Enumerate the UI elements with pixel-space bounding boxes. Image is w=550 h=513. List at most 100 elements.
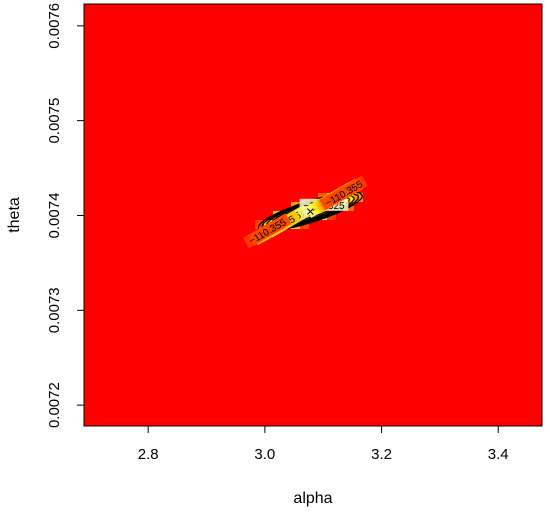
heatmap-cell (138, 409, 148, 419)
heatmap-cell (363, 274, 373, 284)
heatmap-cell (291, 301, 301, 311)
heatmap-cell (255, 247, 265, 257)
heatmap-cell (480, 139, 490, 149)
heatmap-cell (300, 175, 310, 185)
heatmap-cell (138, 328, 148, 338)
heatmap-cell (291, 22, 301, 32)
heatmap-cell (336, 256, 346, 266)
heatmap-cell (102, 418, 112, 426)
heatmap-cell (120, 130, 130, 140)
heatmap-cell (471, 103, 481, 113)
heatmap-cell (273, 256, 283, 266)
heatmap-cell (444, 265, 454, 275)
heatmap-cell (507, 256, 517, 266)
heatmap-cell (426, 22, 436, 32)
heatmap-cell (507, 355, 517, 365)
heatmap-cell (507, 274, 517, 284)
heatmap-cell (507, 391, 517, 401)
heatmap-cell (318, 139, 328, 149)
heatmap-cell (210, 40, 220, 50)
heatmap-cell (93, 391, 103, 401)
heatmap-cell (228, 139, 238, 149)
heatmap-cell (147, 265, 157, 275)
heatmap-cell (147, 364, 157, 374)
heatmap-cell (435, 409, 445, 419)
heatmap-cell (345, 157, 355, 167)
heatmap-cell (282, 301, 292, 311)
heatmap-cell (201, 4, 211, 14)
heatmap-cell (426, 283, 436, 293)
heatmap-cell (435, 364, 445, 374)
heatmap-cell (111, 292, 121, 302)
heatmap-cell (471, 76, 481, 86)
heatmap-cell (282, 31, 292, 41)
heatmap-cell (399, 166, 409, 176)
heatmap-cell (399, 418, 409, 426)
heatmap-cell (471, 157, 481, 167)
heatmap-cell (201, 310, 211, 320)
heatmap-cell (120, 202, 130, 212)
heatmap-cell (138, 337, 148, 347)
heatmap-cell (228, 274, 238, 284)
heatmap-cell (426, 40, 436, 50)
heatmap-cell (363, 184, 373, 194)
heatmap-cell (183, 4, 193, 14)
heatmap-cell (390, 4, 400, 14)
heatmap-cell (102, 373, 112, 383)
heatmap-cell (84, 337, 94, 347)
heatmap-cell (84, 409, 94, 419)
heatmap-cell (318, 274, 328, 284)
heatmap-cell (237, 13, 247, 23)
heatmap-cell (435, 274, 445, 284)
heatmap-cell (426, 337, 436, 347)
heatmap-cell (84, 58, 94, 68)
heatmap-cell (210, 202, 220, 212)
heatmap-cell (93, 211, 103, 221)
heatmap-cell (282, 175, 292, 185)
heatmap-cell (210, 148, 220, 158)
heatmap-cell (480, 67, 490, 77)
heatmap-cell (534, 220, 542, 230)
heatmap-cell (156, 373, 166, 383)
heatmap-cell (246, 193, 256, 203)
heatmap-cell (489, 400, 499, 410)
heatmap-cell (399, 400, 409, 410)
heatmap-cell (372, 13, 382, 23)
heatmap-cell (453, 238, 463, 248)
heatmap-cell (444, 103, 454, 113)
heatmap-cell (345, 319, 355, 329)
heatmap-cell (273, 346, 283, 356)
heatmap-cell (399, 274, 409, 284)
y-tick-label: 0.0073 (46, 287, 63, 333)
heatmap-cell (498, 274, 508, 284)
heatmap-cell (183, 85, 193, 95)
heatmap-cell (462, 175, 472, 185)
heatmap-cell (327, 22, 337, 32)
heatmap-cell (480, 184, 490, 194)
heatmap-cell (129, 265, 139, 275)
heatmap-cell (399, 103, 409, 113)
heatmap-cell (498, 94, 508, 104)
heatmap-cell (345, 382, 355, 392)
heatmap-cell (471, 31, 481, 41)
heatmap-cell (408, 382, 418, 392)
heatmap-cell (183, 22, 193, 32)
heatmap-cell (237, 319, 247, 329)
heatmap-cell (174, 148, 184, 158)
heatmap-cell (264, 94, 274, 104)
heatmap-cell (498, 391, 508, 401)
heatmap-cell (408, 319, 418, 329)
heatmap-cell (462, 310, 472, 320)
heatmap-cell (363, 76, 373, 86)
heatmap-cell (156, 40, 166, 50)
heatmap-cell (534, 148, 542, 158)
heatmap-cell (471, 58, 481, 68)
heatmap-cell (309, 67, 319, 77)
heatmap-cell (246, 211, 256, 221)
heatmap-cell (426, 328, 436, 338)
heatmap-cell (192, 31, 202, 41)
heatmap-cell (426, 175, 436, 185)
heatmap-cell (291, 67, 301, 77)
heatmap-cell (93, 220, 103, 230)
heatmap-cell (246, 76, 256, 86)
